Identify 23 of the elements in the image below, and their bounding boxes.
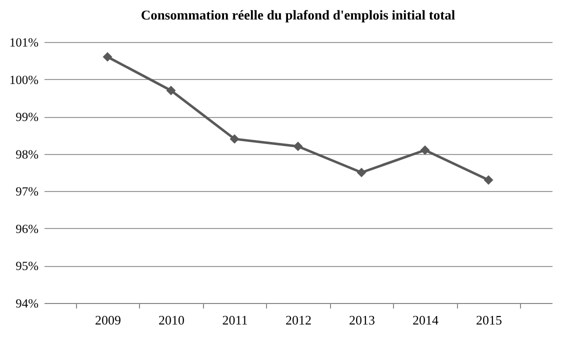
point bbox=[356, 168, 366, 178]
point bbox=[230, 134, 240, 144]
point bbox=[420, 145, 430, 155]
point bbox=[293, 142, 303, 152]
x-tick-label: 2014 bbox=[412, 312, 439, 328]
x-tick-label: 2012 bbox=[286, 312, 312, 328]
y-tick-label: 97% bbox=[16, 184, 38, 199]
point bbox=[166, 86, 176, 96]
chart-title: Consommation réelle du plafond d'emplois initial total bbox=[140, 8, 456, 22]
point bbox=[102, 52, 112, 62]
y-tick-label: 101% bbox=[9, 36, 38, 50]
x-tick-label: 2009 bbox=[95, 312, 121, 328]
y-tick-label: 99% bbox=[16, 110, 38, 124]
y-tick-label: 98% bbox=[16, 147, 38, 162]
x-tick-label: 2010 bbox=[158, 312, 184, 328]
y-tick-label: 96% bbox=[16, 222, 38, 236]
x-tick-label: 2013 bbox=[349, 312, 375, 328]
y-tick-label: 94% bbox=[16, 296, 38, 310]
y-tick-label: 100% bbox=[9, 72, 38, 87]
point bbox=[484, 175, 494, 185]
x-tick-label: 2011 bbox=[222, 312, 248, 328]
x-tick-label: 2015 bbox=[476, 312, 502, 328]
y-tick-label: 95% bbox=[16, 259, 38, 274]
